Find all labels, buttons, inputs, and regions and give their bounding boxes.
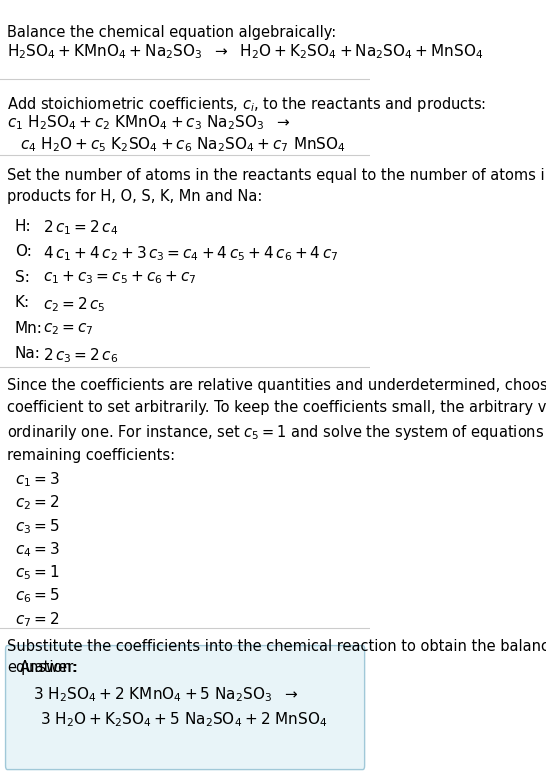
Text: Add stoichiometric coefficients, $c_i$, to the reactants and products:: Add stoichiometric coefficients, $c_i$, …	[8, 95, 486, 114]
Text: Set the number of atoms in the reactants equal to the number of atoms in the
pro: Set the number of atoms in the reactants…	[8, 168, 546, 204]
Text: $c_1\ \mathrm{H_2SO_4} + c_2\ \mathrm{KMnO_4} + c_3\ \mathrm{Na_2SO_3}$  $\right: $c_1\ \mathrm{H_2SO_4} + c_2\ \mathrm{KM…	[8, 113, 290, 132]
Text: $4\,c_1 + 4\,c_2 + 3\,c_3 = c_4 + 4\,c_5 + 4\,c_6 + 4\,c_7$: $4\,c_1 + 4\,c_2 + 3\,c_3 = c_4 + 4\,c_5…	[43, 244, 338, 263]
Text: Since the coefficients are relative quantities and underdetermined, choose a
coe: Since the coefficients are relative quan…	[8, 378, 546, 463]
Text: $c_2 = 2\,c_5$: $c_2 = 2\,c_5$	[43, 295, 105, 314]
Text: S:: S:	[15, 270, 29, 284]
Text: Mn:: Mn:	[15, 321, 43, 336]
Text: Substitute the coefficients into the chemical reaction to obtain the balanced
eq: Substitute the coefficients into the che…	[8, 639, 546, 675]
Text: $c_5 = 1$: $c_5 = 1$	[15, 563, 60, 582]
Text: $c_4\ \mathrm{H_2O} + c_5\ \mathrm{K_2SO_4} + c_6\ \mathrm{Na_2SO_4} + c_7\ \mat: $c_4\ \mathrm{H_2O} + c_5\ \mathrm{K_2SO…	[20, 135, 346, 153]
Text: $c_1 = 3$: $c_1 = 3$	[15, 470, 60, 489]
Text: Answer:: Answer:	[20, 660, 79, 675]
Text: $c_2 = 2$: $c_2 = 2$	[15, 494, 60, 512]
Text: $c_1 + c_3 = c_5 + c_6 + c_7$: $c_1 + c_3 = c_5 + c_6 + c_7$	[43, 270, 196, 287]
Text: $3\ \mathrm{H_2O} + \mathrm{K_2SO_4} + 5\ \mathrm{Na_2SO_4} + 2\ \mathrm{MnSO_4}: $3\ \mathrm{H_2O} + \mathrm{K_2SO_4} + 5…	[40, 711, 327, 729]
Text: $c_6 = 5$: $c_6 = 5$	[15, 587, 60, 605]
Text: Balance the chemical equation algebraically:: Balance the chemical equation algebraica…	[8, 25, 337, 40]
Text: $2\,c_3 = 2\,c_6$: $2\,c_3 = 2\,c_6$	[43, 346, 118, 365]
Text: H:: H:	[15, 219, 32, 233]
Text: O:: O:	[15, 244, 32, 259]
Text: $2\,c_1 = 2\,c_4$: $2\,c_1 = 2\,c_4$	[43, 219, 118, 237]
Text: $3\ \mathrm{H_2SO_4} + 2\ \mathrm{KMnO_4} + 5\ \mathrm{Na_2SO_3}$  $\rightarrow$: $3\ \mathrm{H_2SO_4} + 2\ \mathrm{KMnO_4…	[33, 685, 299, 704]
Text: $c_4 = 3$: $c_4 = 3$	[15, 540, 60, 559]
FancyBboxPatch shape	[5, 646, 365, 770]
Text: K:: K:	[15, 295, 30, 310]
Text: $\mathrm{H_2SO_4 + KMnO_4 + Na_2SO_3}$  $\rightarrow$  $\mathrm{H_2O + K_2SO_4 +: $\mathrm{H_2SO_4 + KMnO_4 + Na_2SO_3}$ $…	[8, 43, 484, 61]
Text: $c_7 = 2$: $c_7 = 2$	[15, 610, 60, 629]
Text: Na:: Na:	[15, 346, 41, 361]
Text: $c_3 = 5$: $c_3 = 5$	[15, 517, 60, 536]
Text: $c_2 = c_7$: $c_2 = c_7$	[43, 321, 93, 336]
